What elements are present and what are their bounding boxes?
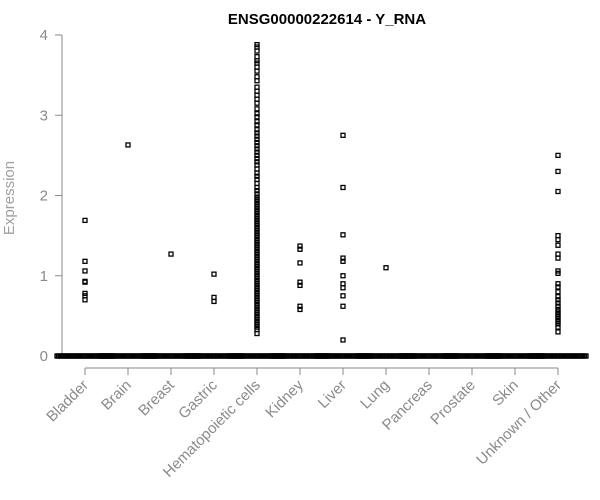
data-point bbox=[254, 68, 260, 74]
data-point bbox=[254, 170, 260, 176]
data-point bbox=[340, 285, 346, 291]
data-point bbox=[254, 146, 260, 152]
data-point bbox=[254, 159, 260, 165]
data-point bbox=[340, 132, 346, 138]
data-point bbox=[340, 184, 346, 191]
data-point bbox=[555, 236, 561, 243]
data-point bbox=[254, 330, 260, 337]
data-point bbox=[297, 303, 303, 309]
data-point bbox=[555, 321, 561, 327]
y-tick-label: 3 bbox=[40, 107, 48, 124]
x-tick-label: Liver bbox=[315, 377, 350, 412]
data-point bbox=[254, 114, 260, 120]
data-point bbox=[555, 152, 561, 159]
x-tick-label: Skin bbox=[489, 377, 522, 410]
data-point bbox=[254, 100, 260, 106]
data-point bbox=[254, 122, 260, 128]
x-tick-label: Kidney bbox=[262, 376, 307, 421]
data-point bbox=[555, 293, 561, 300]
data-point bbox=[340, 337, 346, 343]
data-point bbox=[254, 152, 260, 159]
data-point bbox=[555, 300, 561, 306]
data-point bbox=[254, 143, 260, 149]
data-point bbox=[82, 297, 88, 303]
data-point-zero bbox=[583, 353, 589, 359]
y-axis-title: Expression bbox=[1, 161, 18, 235]
data-point bbox=[211, 271, 217, 277]
x-tick-label: Brain bbox=[98, 377, 135, 414]
data-point bbox=[168, 251, 174, 257]
data-point bbox=[340, 293, 346, 299]
data-point bbox=[555, 188, 561, 195]
data-point bbox=[254, 184, 260, 191]
data-point bbox=[125, 142, 131, 148]
data-point bbox=[82, 268, 88, 274]
y-tick-label: 4 bbox=[40, 27, 48, 44]
data-point bbox=[383, 265, 389, 271]
data-point bbox=[555, 324, 561, 330]
data-point bbox=[340, 255, 346, 261]
x-tick-label: Prostate bbox=[427, 377, 479, 429]
data-point bbox=[254, 119, 260, 125]
data-point bbox=[254, 191, 260, 197]
data-point bbox=[254, 106, 260, 112]
data-point bbox=[254, 155, 260, 162]
data-point bbox=[254, 78, 260, 84]
data-point bbox=[297, 243, 303, 249]
data-point bbox=[82, 258, 88, 264]
data-point bbox=[254, 149, 260, 155]
data-point bbox=[254, 48, 260, 54]
data-point bbox=[555, 242, 561, 248]
x-tick-label: Bladder bbox=[43, 377, 92, 426]
data-point bbox=[254, 130, 260, 136]
y-tick-label: 0 bbox=[40, 348, 48, 365]
data-points bbox=[54, 41, 589, 359]
data-point bbox=[555, 270, 561, 276]
data-point bbox=[297, 260, 303, 266]
data-point bbox=[82, 217, 88, 224]
data-point bbox=[254, 111, 260, 117]
data-point bbox=[297, 282, 303, 289]
data-point bbox=[340, 273, 346, 279]
data-point bbox=[82, 279, 88, 285]
y-tick-label: 2 bbox=[40, 188, 48, 205]
data-point bbox=[254, 127, 260, 133]
data-point bbox=[340, 258, 346, 264]
data-point bbox=[254, 139, 260, 146]
x-tick-label: Breast bbox=[135, 376, 178, 419]
data-point bbox=[211, 298, 217, 305]
data-point bbox=[555, 255, 561, 261]
data-point bbox=[555, 289, 561, 295]
data-point bbox=[297, 246, 303, 252]
data-point bbox=[297, 306, 303, 313]
chart-title: ENSG00000222614 - Y_RNA bbox=[228, 11, 426, 28]
data-point bbox=[555, 281, 561, 287]
data-point bbox=[555, 329, 561, 335]
data-point bbox=[254, 136, 260, 142]
data-point bbox=[254, 133, 260, 139]
y-axis-ticks: 0 1 2 3 4 bbox=[40, 27, 62, 365]
data-point bbox=[555, 168, 561, 175]
data-point bbox=[555, 284, 561, 290]
data-point bbox=[555, 303, 561, 309]
y-tick-label: 1 bbox=[40, 268, 48, 285]
data-point bbox=[340, 303, 346, 309]
x-tick-label: Lung bbox=[357, 377, 393, 413]
data-point bbox=[254, 188, 260, 194]
data-point bbox=[555, 297, 561, 303]
data-point bbox=[340, 232, 346, 238]
data-point bbox=[297, 279, 303, 285]
data-point bbox=[254, 173, 260, 179]
